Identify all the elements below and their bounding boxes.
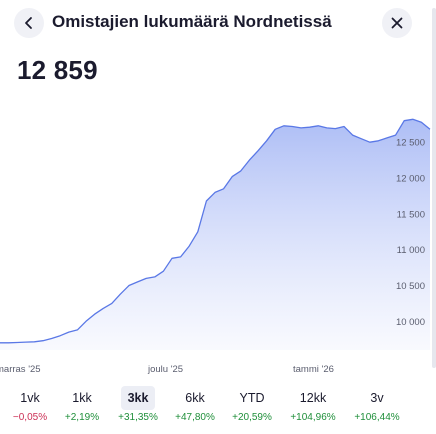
period-change: +104,96% <box>290 412 336 423</box>
period-change: +20,59% <box>232 412 272 423</box>
period-label-wrap: 3kk <box>120 386 156 410</box>
period-option-3kk[interactable]: 3kk +31,35% <box>107 386 169 426</box>
y-tick-label: 10 500 <box>396 281 425 292</box>
period-change: +2,19% <box>64 412 100 423</box>
chevron-left-icon <box>25 17 32 29</box>
period-label: 1vk <box>20 391 40 405</box>
page-title: Omistajien lukumäärä Nordnetissä <box>52 12 332 31</box>
period-option-1kk[interactable]: 1kk +2,19% <box>51 386 113 426</box>
period-change: +106,44% <box>354 412 400 423</box>
series-area <box>0 119 430 350</box>
owner-count-chart[interactable]: 10 000 10 500 11 000 11 500 12 000 12 500 mar… <box>0 110 436 378</box>
close-icon <box>391 17 403 29</box>
period-option-12kk[interactable]: 12kk +104,96% <box>282 386 344 426</box>
period-label: 3kk <box>127 391 149 405</box>
period-label: 1kk <box>72 391 92 405</box>
period-label: 3v <box>370 391 384 405</box>
scrollbar[interactable] <box>432 8 436 368</box>
period-label-wrap: 3v <box>363 386 390 410</box>
y-tick-label: 12 500 <box>396 138 425 149</box>
period-selector: 1vk −0,05% 1kk +2,19% 3kk +31,35% 6kk +47,80% YT… <box>0 386 436 426</box>
period-option-ytd[interactable]: YTD +20,59% <box>221 386 283 426</box>
period-label: 6kk <box>185 391 205 405</box>
x-tick-label: joulu '25 <box>147 364 183 375</box>
y-tick-label: 11 000 <box>397 245 425 256</box>
period-label-wrap: 6kk <box>178 386 211 410</box>
period-label: YTD <box>239 391 265 405</box>
period-option-6kk[interactable]: 6kk +47,80% <box>164 386 226 426</box>
header: Omistajien lukumäärä Nordnetissä <box>0 0 436 46</box>
period-label-wrap: 1kk <box>65 386 98 410</box>
period-label-wrap: YTD <box>233 386 272 410</box>
period-option-3v[interactable]: 3v +106,44% <box>346 386 408 426</box>
y-tick-label: 10 000 <box>396 317 425 328</box>
x-tick-label: marras '25 <box>0 364 41 375</box>
period-change: +31,35% <box>118 412 158 423</box>
close-button[interactable] <box>382 8 412 38</box>
period-label-wrap: 1vk <box>13 386 46 410</box>
period-change: +47,80% <box>175 412 215 423</box>
period-change: −0,05% <box>12 412 48 423</box>
y-tick-label: 11 500 <box>397 209 425 220</box>
y-tick-label: 12 000 <box>396 174 425 185</box>
owner-count-value: 12 859 <box>17 55 98 85</box>
period-option-1vk[interactable]: 1vk −0,05% <box>0 386 61 426</box>
series-line <box>0 118 431 344</box>
period-label-wrap: 12kk <box>293 386 333 410</box>
back-button[interactable] <box>14 8 44 38</box>
x-tick-label: tammi '26 <box>293 364 334 375</box>
period-label: 12kk <box>299 391 327 405</box>
